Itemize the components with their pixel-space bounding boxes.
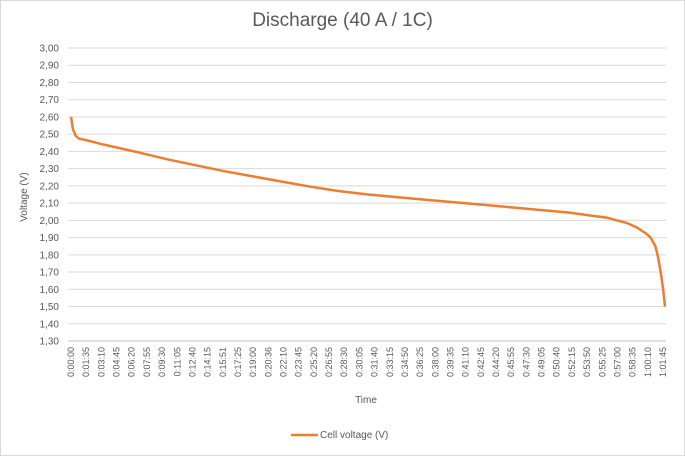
x-tick-label: 0:17:25 — [233, 347, 243, 377]
y-tick-label: 2,30 — [40, 164, 60, 175]
y-tick-label: 2,50 — [40, 130, 60, 141]
x-tick-label: 0:31:40 — [370, 347, 380, 377]
y-tick-label: 1,80 — [40, 250, 60, 261]
x-tick-label: 0:58:35 — [628, 347, 638, 377]
x-tick-label: 0:15:51 — [218, 347, 228, 377]
x-tick-label: 0:34:50 — [400, 347, 410, 377]
x-tick-label: 0:42:45 — [476, 347, 486, 377]
x-tick-label: 0:06:20 — [127, 347, 137, 377]
x-tick-label: 0:20:36 — [263, 347, 273, 377]
y-tick-label: 2,70 — [40, 95, 60, 106]
x-tick-label: 0:01:35 — [81, 347, 91, 377]
series-line-cell-voltage — [69, 116, 667, 307]
y-axis-ticks: 1,30 1,40 1,50 1,60 1,70 1,80 1,90 2,00 2,10 2,20… — [40, 44, 60, 348]
y-tick-label: 1,60 — [40, 285, 60, 296]
y-tick-label: 1,50 — [40, 302, 60, 313]
x-tick-label: 0:12:40 — [187, 347, 197, 377]
x-tick-label: 0:53:50 — [582, 347, 592, 377]
x-tick-label: 0:44:20 — [491, 347, 501, 377]
legend-label: Cell voltage (V) — [320, 430, 388, 441]
x-tick-label: 0:45:55 — [506, 347, 516, 377]
x-tick-label: 0:52:15 — [567, 347, 577, 377]
y-tick-label: 2,40 — [40, 147, 60, 158]
x-tick-label: 0:25:20 — [309, 347, 319, 377]
y-axis-title: Voltage (V) — [19, 172, 30, 221]
x-tick-label: 0:39:35 — [445, 347, 455, 377]
x-tick-label: 0:50:40 — [552, 347, 562, 377]
x-tick-label: 0:33:15 — [385, 347, 395, 377]
x-tick-label: 0:11:05 — [172, 347, 182, 376]
x-tick-label: 0:26:55 — [324, 347, 334, 377]
x-tick-label: 0:30:05 — [354, 347, 364, 377]
y-tick-label: 2,10 — [40, 199, 60, 210]
y-tick-label: 2,90 — [40, 61, 60, 72]
x-tick-label: 0:14:15 — [203, 347, 213, 377]
x-tick-label: 0:23:45 — [294, 347, 304, 377]
y-tick-label: 2,80 — [40, 78, 60, 89]
x-tick-label: 0:07:55 — [142, 347, 152, 377]
x-tick-label: 1:00:10 — [643, 347, 653, 377]
x-axis-ticks: 0:00:00 0:01:35 0:03:10 0:04:45 0:06:20 0:07:… — [66, 347, 668, 377]
y-tick-label: 1,70 — [40, 268, 60, 279]
x-tick-label: 0:19:00 — [248, 347, 258, 377]
x-tick-label: 0:22:10 — [279, 347, 289, 377]
chart-title: Discharge (40 A / 1C) — [252, 10, 433, 31]
y-tick-label: 2,20 — [40, 181, 60, 192]
y-tick-label: 1,40 — [40, 319, 60, 330]
gridlines — [68, 47, 666, 342]
x-axis-title: Time — [355, 395, 377, 406]
x-tick-label: 0:09:30 — [157, 347, 167, 377]
x-tick-label: 0:00:00 — [66, 347, 76, 377]
x-tick-label: 0:41:10 — [461, 347, 471, 377]
y-tick-label: 1,90 — [40, 233, 60, 244]
x-tick-label: 0:28:30 — [339, 347, 349, 377]
x-tick-label: 0:04:45 — [112, 347, 122, 377]
x-tick-label: 1:01:45 — [658, 347, 668, 377]
y-tick-label: 2,00 — [40, 216, 60, 227]
x-tick-label: 0:38:00 — [430, 347, 440, 377]
legend: Cell voltage (V) — [291, 430, 388, 441]
x-tick-label: 0:36:25 — [415, 347, 425, 377]
y-tick-label: 3,00 — [40, 44, 60, 55]
y-tick-label: 1,30 — [40, 337, 60, 348]
x-tick-label: 0:55:25 — [597, 347, 607, 377]
x-tick-label: 0:57:00 — [612, 347, 622, 377]
x-tick-label: 0:03:10 — [96, 347, 106, 377]
y-tick-label: 2,60 — [40, 112, 60, 123]
x-tick-label: 0:47:30 — [521, 347, 531, 377]
x-tick-label: 0:49:05 — [537, 347, 547, 377]
